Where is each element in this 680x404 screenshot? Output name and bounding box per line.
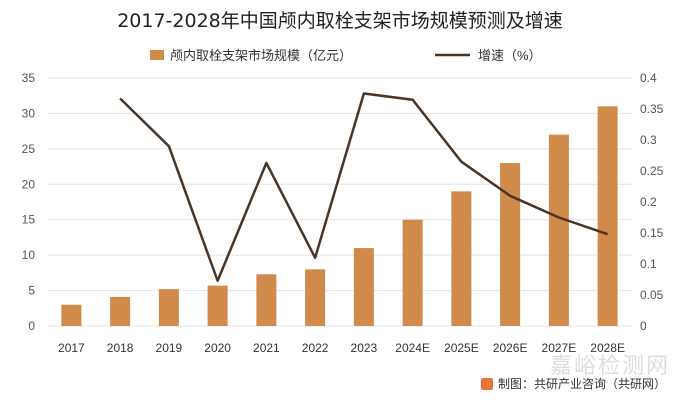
right-tick-label: 0.2 [640, 195, 657, 209]
x-tick-label: 2028E [590, 341, 625, 355]
right-tick-label: 0.1 [640, 257, 657, 271]
bar [548, 134, 569, 326]
left-tick-label: 30 [22, 106, 36, 120]
x-tick-label: 2017 [58, 341, 85, 355]
x-tick-label: 2019 [156, 341, 183, 355]
x-tick-label: 2024E [395, 341, 430, 355]
bar [451, 191, 472, 326]
chart-title: 2017-2028年中国颅内取栓支架市场规模预测及增速 [117, 10, 563, 32]
x-tick-label: 2027E [542, 341, 577, 355]
bar [353, 248, 374, 326]
left-tick-label: 35 [22, 71, 36, 85]
left-tick-label: 5 [28, 284, 35, 298]
bar [500, 163, 521, 326]
right-tick-label: 0.15 [640, 226, 664, 240]
bar [256, 274, 277, 326]
right-tick-label: 0 [640, 319, 647, 333]
left-tick-label: 25 [22, 142, 36, 156]
x-tick-label: 2021 [253, 341, 280, 355]
bar [402, 219, 423, 326]
bar [158, 289, 179, 326]
watermark: 嘉峪检测网 [549, 354, 670, 379]
x-tick-label: 2020 [204, 341, 231, 355]
right-tick-label: 0.25 [640, 164, 664, 178]
legend-bar-label: 颅内取栓支架市场规模（亿元） [170, 48, 352, 63]
right-tick-label: 0.3 [640, 133, 657, 147]
x-tick-label: 2023 [351, 341, 378, 355]
left-tick-label: 15 [22, 213, 36, 227]
right-tick-label: 0.35 [640, 102, 664, 116]
right-tick-label: 0.4 [640, 71, 657, 85]
left-tick-label: 20 [22, 177, 36, 191]
source-note: 制图：共研产业咨询（共研网） [480, 375, 666, 392]
left-tick-label: 0 [28, 319, 35, 333]
right-tick-label: 0.05 [640, 288, 664, 302]
x-tick-label: 2018 [107, 341, 134, 355]
left-tick-label: 10 [22, 248, 36, 262]
bar [207, 285, 228, 326]
legend-line-label: 增速（%） [478, 48, 542, 63]
source-text: 制图：共研产业咨询（共研网） [497, 377, 666, 391]
x-tick-label: 2026E [493, 341, 528, 355]
bar [597, 106, 618, 326]
logo-icon [480, 377, 493, 390]
x-tick-label: 2022 [302, 341, 329, 355]
bar [110, 296, 131, 326]
bar [305, 269, 326, 326]
bar [61, 304, 82, 326]
x-tick-label: 2025E [444, 341, 479, 355]
legend-bar-swatch [150, 50, 164, 60]
